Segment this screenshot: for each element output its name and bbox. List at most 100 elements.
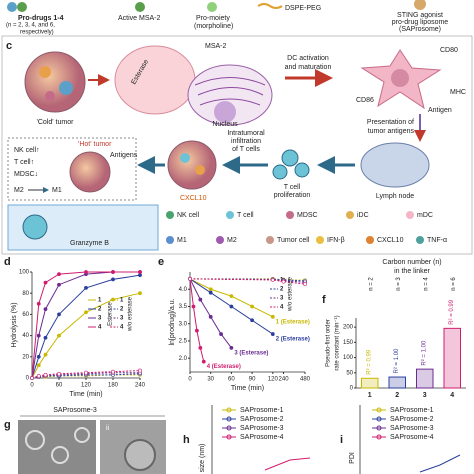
legend-text: 2 (98, 307, 102, 313)
point (229, 294, 234, 299)
y-tick-label: 2.5 (179, 339, 188, 345)
y-tick-label: 150 (343, 340, 354, 346)
point (219, 332, 223, 336)
panel-label: d (4, 256, 11, 268)
c-text: tumor antigens (368, 128, 415, 135)
point (84, 270, 88, 274)
legend-swatch (366, 236, 374, 244)
legend-text: mDC (417, 212, 433, 219)
point (208, 290, 213, 295)
y-tick-label: 60 (22, 312, 29, 318)
legend-text: Pro-drugs 1-4 (18, 15, 64, 22)
point (229, 345, 234, 350)
bar (361, 377, 379, 389)
series-label: 2 (Esterase) (276, 337, 310, 343)
top-label: n = 2 (368, 277, 374, 291)
c-text: and maturation (285, 64, 332, 71)
panel-i: i PDI SAProsome-1 SAProsome-2 SAProsome-3 S… (340, 405, 461, 474)
point (250, 304, 255, 309)
legend-text: NK cell (177, 212, 200, 219)
legend-text: 1 (120, 298, 124, 304)
legend-title: w/o esterase (288, 276, 294, 312)
c-text: 'Hot' tumor (78, 141, 112, 148)
legend-text: SAProsome-1 (240, 407, 284, 414)
legend-swatch (316, 236, 324, 244)
point (36, 373, 41, 378)
series-line (189, 278, 306, 282)
legend-text: Pro-moiety (196, 15, 230, 22)
legend-marker (226, 434, 232, 440)
point (138, 273, 142, 278)
r2-label: R² = 0.99 (366, 349, 372, 375)
legend-text: (n = 2, 3, 4, and 6, (6, 23, 55, 29)
panel-label: e (158, 256, 164, 268)
point (250, 318, 255, 323)
legend-text: 1 (98, 298, 102, 304)
c-text: MSA-2 (205, 43, 227, 50)
point (36, 363, 41, 368)
top-label: n = 6 (451, 277, 457, 291)
x-tick-label: 3 (423, 392, 427, 399)
legend-title: Esterase (108, 302, 114, 326)
y-tick-label: 2.0 (179, 356, 188, 362)
y-tick-label: 50 (346, 370, 353, 376)
point (43, 307, 48, 312)
c-text: Presentation of (367, 119, 414, 126)
legend-text: pro-drug liposome (392, 19, 449, 26)
c-text: CXCL10 (180, 195, 207, 202)
y-tick-label: 3.5 (179, 304, 188, 310)
c-text: Intratumoral (227, 130, 265, 137)
point (111, 270, 115, 274)
legend-text: SAProsome-3 (240, 425, 284, 432)
point (43, 372, 48, 377)
y-tick-label: 3.0 (179, 321, 188, 327)
bar (416, 368, 434, 389)
point (270, 278, 275, 282)
point (303, 282, 307, 286)
legend-text: T cell (237, 212, 254, 219)
c-text: Lymph node (376, 193, 414, 200)
y-tick-label: 100 (343, 355, 354, 361)
bar (443, 327, 461, 389)
legend-text: M2 (227, 237, 237, 244)
point (198, 345, 203, 350)
panel-h: h size (nm) SAProsome-1 SAProsome-2 SAPros… (183, 405, 311, 474)
x-tick-label: 120 (81, 383, 92, 389)
chart-title: in the linker (394, 268, 430, 275)
x-tick-label: 30 (207, 377, 214, 383)
series-label: 1 (Esterase) (276, 319, 310, 325)
series-label: 4 (Esterase) (207, 364, 241, 370)
legend-text: SAProsome-2 (240, 416, 284, 423)
c-text: DC activation (287, 55, 329, 62)
legend-text: Active MSA-2 (118, 15, 161, 22)
g-title: SAProsome-3 (53, 407, 97, 414)
c-text: proliferation (274, 192, 311, 199)
point (194, 328, 199, 333)
legend-text: 4 (120, 325, 124, 331)
point (208, 287, 213, 292)
top-label: n = 3 (396, 277, 402, 291)
inset-label: ii (106, 425, 110, 432)
axis-title: rate constant (min⁻¹) (335, 315, 341, 370)
legend-marker (226, 425, 232, 431)
axis-title: Time (min) (231, 385, 264, 392)
c-text: Nucleus (212, 121, 238, 128)
c-text: Antigens (110, 152, 138, 159)
point (36, 333, 41, 338)
x-tick-label: 60 (228, 377, 235, 383)
legend-text: STING agonist (397, 12, 443, 19)
legend-text: 4 (280, 305, 284, 311)
axis-title: Pseudo-first order (326, 319, 332, 367)
point (208, 314, 213, 319)
point (201, 359, 206, 364)
axis-title: ln[prodrug]/a.u. (169, 298, 176, 345)
legend-marker (376, 425, 382, 431)
legend-swatch (216, 236, 224, 244)
y-tick-label: 200 (343, 325, 354, 331)
x-tick-label: 1 (368, 392, 372, 399)
legend-text: 2 (280, 287, 284, 293)
axis-title: PDI (349, 452, 356, 464)
c-text: M2 (14, 187, 24, 194)
series-line (31, 292, 141, 379)
